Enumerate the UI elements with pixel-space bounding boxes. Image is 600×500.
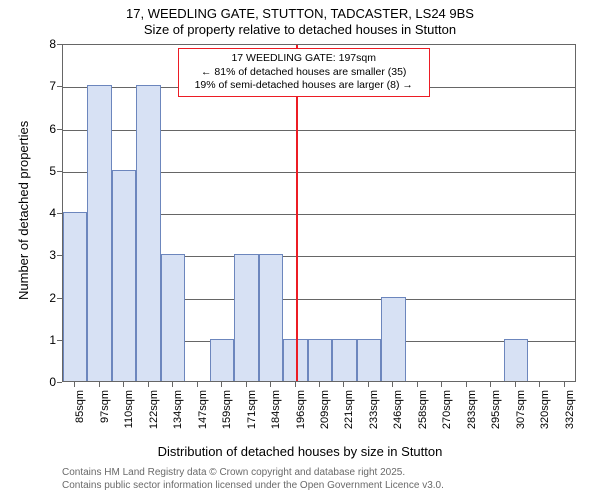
x-tick-mark [221, 382, 222, 387]
x-tick-mark [172, 382, 173, 387]
x-tick-mark [99, 382, 100, 387]
annotation-line-1: 17 WEEDLING GATE: 197sqm [185, 52, 423, 66]
x-tick-mark [246, 382, 247, 387]
x-tick-mark [417, 382, 418, 387]
bar [87, 85, 111, 381]
title-block: 17, WEEDLING GATE, STUTTON, TADCASTER, L… [0, 0, 600, 39]
x-tick-mark [343, 382, 344, 387]
x-tick-label: 196sqm [295, 390, 307, 440]
y-tick-label: 4 [32, 206, 56, 220]
x-tick-mark [539, 382, 540, 387]
bar [234, 254, 258, 381]
footer-attribution: Contains HM Land Registry data © Crown c… [62, 466, 444, 492]
y-tick-mark [57, 44, 62, 45]
x-tick-label: 122sqm [148, 390, 160, 440]
chart-container: 17, WEEDLING GATE, STUTTON, TADCASTER, L… [0, 0, 600, 500]
bar [381, 297, 405, 382]
x-tick-mark [490, 382, 491, 387]
y-tick-mark [57, 382, 62, 383]
bar [504, 339, 528, 381]
x-tick-label: 85sqm [74, 390, 86, 440]
y-tick-label: 3 [32, 248, 56, 262]
y-tick-label: 7 [32, 79, 56, 93]
x-tick-mark [515, 382, 516, 387]
bar [259, 254, 283, 381]
y-tick-label: 5 [32, 164, 56, 178]
y-tick-mark [57, 255, 62, 256]
bar [357, 339, 381, 381]
x-tick-mark [564, 382, 565, 387]
x-tick-mark [319, 382, 320, 387]
x-tick-mark [74, 382, 75, 387]
y-tick-mark [57, 86, 62, 87]
annotation-line-3: 19% of semi-detached houses are larger (… [185, 79, 423, 93]
x-tick-label: 283sqm [466, 390, 478, 440]
bar [136, 85, 160, 381]
footer-line-1: Contains HM Land Registry data © Crown c… [62, 466, 444, 479]
bar [308, 339, 332, 381]
annotation-line-2: ← 81% of detached houses are smaller (35… [185, 66, 423, 80]
x-tick-label: 221sqm [343, 390, 355, 440]
x-tick-label: 159sqm [221, 390, 233, 440]
x-tick-label: 209sqm [319, 390, 331, 440]
y-axis-label: Number of detached properties [16, 121, 31, 300]
x-tick-label: 134sqm [172, 390, 184, 440]
x-axis-label: Distribution of detached houses by size … [0, 444, 600, 459]
y-tick-label: 0 [32, 375, 56, 389]
bar [161, 254, 185, 381]
annotation-box: 17 WEEDLING GATE: 197sqm← 81% of detache… [178, 48, 430, 97]
y-tick-mark [57, 340, 62, 341]
title-line-2: Size of property relative to detached ho… [0, 22, 600, 38]
x-tick-label: 233sqm [368, 390, 380, 440]
bar [210, 339, 234, 381]
x-tick-label: 258sqm [417, 390, 429, 440]
x-tick-label: 147sqm [197, 390, 209, 440]
y-tick-label: 6 [32, 122, 56, 136]
x-tick-label: 332sqm [564, 390, 576, 440]
x-tick-label: 295sqm [490, 390, 502, 440]
y-tick-label: 2 [32, 291, 56, 305]
x-tick-label: 320sqm [539, 390, 551, 440]
x-tick-mark [368, 382, 369, 387]
footer-line-2: Contains public sector information licen… [62, 479, 444, 492]
x-tick-label: 171sqm [246, 390, 258, 440]
x-tick-label: 184sqm [270, 390, 282, 440]
y-tick-mark [57, 213, 62, 214]
y-tick-mark [57, 129, 62, 130]
x-tick-mark [197, 382, 198, 387]
y-tick-label: 8 [32, 37, 56, 51]
x-tick-mark [148, 382, 149, 387]
x-tick-mark [123, 382, 124, 387]
x-tick-label: 110sqm [123, 390, 135, 440]
bar [63, 212, 87, 381]
bar [112, 170, 136, 381]
y-tick-label: 1 [32, 333, 56, 347]
x-tick-label: 270sqm [441, 390, 453, 440]
y-tick-mark [57, 171, 62, 172]
x-tick-mark [392, 382, 393, 387]
x-tick-mark [441, 382, 442, 387]
title-line-1: 17, WEEDLING GATE, STUTTON, TADCASTER, L… [0, 6, 600, 22]
x-tick-mark [466, 382, 467, 387]
x-tick-mark [270, 382, 271, 387]
x-tick-label: 246sqm [392, 390, 404, 440]
y-tick-mark [57, 298, 62, 299]
x-tick-mark [295, 382, 296, 387]
x-tick-label: 97sqm [99, 390, 111, 440]
bar [332, 339, 356, 381]
x-tick-label: 307sqm [515, 390, 527, 440]
